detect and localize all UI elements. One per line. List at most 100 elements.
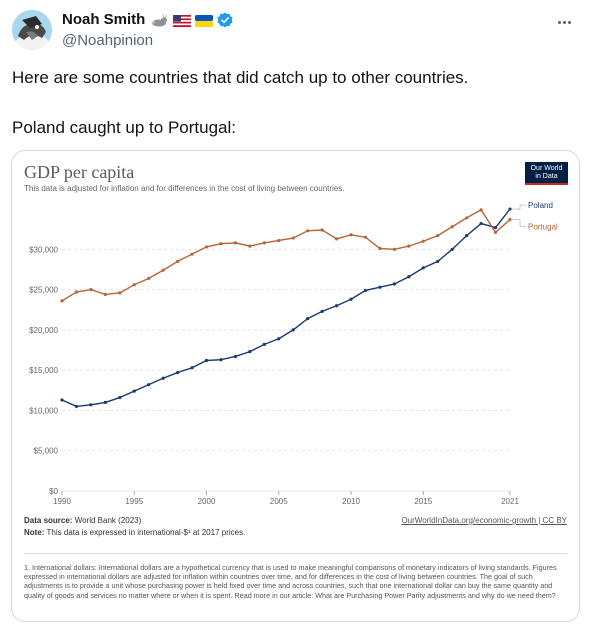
data-point-portugal [176,259,180,264]
y-tick-label: $5,000 [34,447,59,456]
data-point-portugal [161,268,165,272]
x-tick-label: 2015 [414,497,432,506]
data-point-poland [190,366,194,370]
data-point-poland [349,297,353,301]
x-tick-label: 2005 [270,497,288,506]
data-point-portugal [277,238,281,243]
legend-connector [512,204,526,210]
data-point-poland [421,266,425,270]
source-label: Data source: [24,516,73,525]
data-point-portugal [233,241,238,245]
data-point-poland [450,247,454,251]
author-name[interactable]: Noah Smith [62,11,146,28]
y-tick-label: $25,000 [29,286,58,295]
y-tick-label: $30,000 [29,245,58,254]
chart-subtitle: This data is adjusted for inflation and … [24,184,345,193]
data-point-poland [176,370,180,375]
data-point-poland [262,342,266,346]
source-text: World Bank (2023) [74,516,142,525]
data-point-poland [277,337,281,341]
us-flag-icon [173,14,192,27]
data-point-portugal [363,235,368,239]
data-point-portugal [493,230,498,235]
data-point-portugal [74,290,79,294]
data-point-portugal [103,292,107,297]
data-point-poland [103,400,107,404]
x-tick-label: 1995 [125,497,143,506]
owid-link: OurWorldInData.org/economic-growth | CC … [401,516,567,525]
legend-connector [512,219,526,227]
data-point-portugal [392,247,396,251]
author-block: Noah Smith @Noahpinion [62,11,233,50]
tweet-text-line2: Poland caught up to Portugal: [12,118,236,137]
ukraine-flag-icon [195,14,214,27]
data-point-poland [147,383,151,387]
data-point-poland [392,282,396,286]
x-tick-label: 2010 [342,497,360,506]
data-point-portugal [465,216,469,220]
data-point-portugal [450,225,454,229]
footnote: 1. International dollars: International … [24,563,557,600]
data-point-poland [233,354,238,359]
owid-logo-line2: in Data [535,172,558,180]
data-point-poland [204,358,209,363]
series-line-poland [61,208,511,408]
data-point-poland [436,259,440,264]
y-tick-label: $0 [49,487,58,496]
data-point-portugal [132,283,136,287]
data-point-portugal [89,288,93,292]
x-tick-label: 2000 [198,497,216,506]
avatar[interactable] [12,10,52,50]
more-options-icon[interactable] [554,14,574,30]
data-point-poland [493,225,498,230]
data-point-portugal [190,252,194,256]
data-point-poland [320,309,324,313]
data-point-poland [363,288,368,293]
y-tick-label: $20,000 [29,326,58,335]
tweet-text-line1: Here are some countries that did catch u… [12,68,469,87]
owid-logo: Our World in Data [525,162,568,185]
data-point-portugal [508,217,512,222]
data-point-portugal [60,299,64,303]
data-point-portugal [436,234,440,238]
author-handle[interactable]: @Noahpinion [62,32,154,49]
data-point-portugal [219,242,223,246]
data-source: Data source: World Bank (2023) [24,516,141,525]
data-point-portugal [147,276,151,280]
data-point-poland [132,389,136,393]
data-note: Note: This data is expressed in internat… [24,528,245,537]
data-point-poland [479,221,483,226]
data-point-portugal [421,239,425,243]
data-point-poland [161,376,165,380]
card-divider [24,553,567,554]
avatar-image [12,10,52,50]
data-point-poland [74,404,79,409]
data-point-poland [306,317,310,321]
data-point-portugal [291,236,295,240]
data-point-portugal [334,237,339,241]
note-label: Note: [24,528,45,537]
data-point-poland [465,234,469,238]
owid-logo-line1: Our World [530,165,563,172]
series-line-portugal [61,208,511,302]
data-point-poland [248,350,252,354]
data-point-portugal [479,208,483,212]
x-tick-label: 2021 [501,497,519,506]
data-point-poland [508,207,512,211]
gdp-line-chart: $0 $5,000 $10,000 $15,000 $20,000 $25,000 $30,… [29,201,558,506]
chart-image-card[interactable]: GDP per capita This data is adjusted for… [11,150,580,622]
data-point-portugal [306,229,310,233]
data-point-poland [378,285,382,289]
data-point-poland [407,275,411,279]
data-point-poland [334,304,339,308]
x-tick-label: 1990 [53,497,71,506]
data-point-portugal [320,228,324,232]
verified-badge-icon [217,12,233,28]
note-text: This data is expressed in international-… [46,528,246,537]
data-point-portugal [349,233,353,237]
series-label-portugal: Portugal [528,223,558,232]
data-point-poland [291,328,295,332]
chart-title: GDP per capita [24,162,135,182]
data-point-poland [60,398,64,402]
y-tick-label: $10,000 [29,406,58,415]
